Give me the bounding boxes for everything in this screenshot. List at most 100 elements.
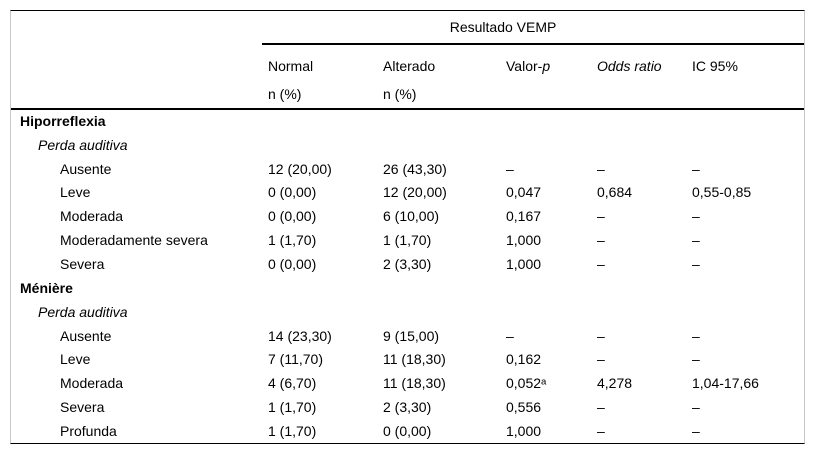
table-cell: 11 (18,30) <box>383 375 446 392</box>
table-cell <box>591 300 686 324</box>
table-cell: – <box>692 160 700 177</box>
vemp-results-table: Resultado VEMP Normal n (%) Alterado n (… <box>11 11 805 443</box>
table-cell: – <box>692 255 700 272</box>
row-label: Leve <box>60 184 91 201</box>
table-cell: 1 (1,70) <box>268 232 317 249</box>
table-row: Hiporreflexia <box>11 109 804 133</box>
table-cell <box>262 300 377 324</box>
table-cell <box>262 133 377 157</box>
table-cell: – <box>597 399 605 416</box>
table-cell: – <box>506 160 514 177</box>
table-cell <box>686 300 804 324</box>
row-label: Hiporreflexia <box>20 113 106 130</box>
group-header-row: Resultado VEMP <box>11 11 805 45</box>
table-cell: 12 (20,00) <box>383 184 447 201</box>
table-cell: 12 (20,00) <box>268 160 332 177</box>
table-cell: 1,000 <box>506 422 542 439</box>
column-header-valor-p: Valor-p <box>500 44 591 110</box>
table-cell: – <box>597 208 605 225</box>
table-cell: 9 (15,00) <box>383 327 440 344</box>
table-cell: 0,047 <box>506 184 542 201</box>
table-cell: – <box>692 351 700 368</box>
table-cell <box>377 276 500 300</box>
group-header-resultado-vemp: Resultado VEMP <box>262 11 805 45</box>
table-cell <box>686 276 804 300</box>
table-cell <box>686 133 804 157</box>
table-cell: 11 (18,30) <box>383 351 446 368</box>
table-cell: 0 (0,00) <box>383 422 432 439</box>
table-cell <box>262 276 377 300</box>
table-cell <box>500 276 591 300</box>
table-cell: 0 (0,00) <box>268 255 317 272</box>
table-cell: 1,04-17,66 <box>692 375 759 392</box>
table-row: Ausente 14 (23,30) 9 (15,00) – – – <box>11 324 804 348</box>
column-header-normal-sub: n (%) <box>268 86 302 102</box>
column-header-odds-ratio: Odds ratio <box>591 44 686 110</box>
table-cell: 2 (3,30) <box>383 255 432 272</box>
table-cell: 7 (11,70) <box>268 351 323 368</box>
row-label: Moderada <box>60 208 124 225</box>
table-row: Ménière <box>11 276 804 300</box>
column-header-normal: Normal n (%) <box>262 44 377 110</box>
table-cell: 1 (1,70) <box>268 399 317 416</box>
table-cell: – <box>692 422 700 439</box>
table-cell: – <box>692 327 700 344</box>
row-label: Profunda <box>60 422 117 439</box>
table-cell: 1 (1,70) <box>268 422 317 439</box>
table-cell: – <box>597 255 605 272</box>
table-body: Hiporreflexia Perda auditiva Ausente 12 (20… <box>11 109 804 443</box>
table-cell: – <box>597 160 605 177</box>
row-label: Leve <box>60 351 91 368</box>
column-header-alterado: Alterado n (%) <box>377 44 500 110</box>
table-cell <box>591 133 686 157</box>
table-cell: 0,162 <box>506 351 542 368</box>
table-row: Perda auditiva <box>11 133 804 157</box>
row-label: Moderadamente severa <box>60 232 208 249</box>
table-cell: – <box>597 232 605 249</box>
table-cell: – <box>692 208 700 225</box>
row-label: Severa <box>60 255 105 272</box>
table-cell: 0 (0,00) <box>268 208 317 225</box>
table-cell: 0,167 <box>506 208 542 225</box>
table-cell: 1,000 <box>506 232 542 249</box>
table-cell: – <box>597 351 605 368</box>
table-row: Moderadamente severa 1 (1,70) 1 (1,70) 1,00… <box>11 228 804 252</box>
table-cell: 0,556 <box>506 399 542 416</box>
table-cell: 0 (0,00) <box>268 184 317 201</box>
table-row: Moderada 0 (0,00) 6 (10,00) 0,167 – – <box>11 204 804 228</box>
table-cell <box>377 133 500 157</box>
table-cell: 0,684 <box>597 184 633 201</box>
table-cell: – <box>506 327 514 344</box>
table-cell: 6 (10,00) <box>383 208 440 225</box>
row-label: Perda auditiva <box>38 136 128 153</box>
row-label: Moderada <box>60 375 124 392</box>
table-cell: 0,55-0,85 <box>692 184 752 201</box>
table-cell: 4,278 <box>597 375 633 392</box>
table-cell: 0,052ᵃ <box>506 375 547 392</box>
table-cell <box>591 276 686 300</box>
row-label: Perda auditiva <box>38 303 128 320</box>
column-header-alterado-sub: n (%) <box>383 86 417 102</box>
table-row: Leve 7 (11,70) 11 (18,30) 0,162 – – <box>11 347 804 371</box>
table-cell: 4 (6,70) <box>268 375 317 392</box>
table-row: Ausente 12 (20,00) 26 (43,30) – – – <box>11 157 804 181</box>
table-cell: 1,000 <box>506 255 542 272</box>
table-cell: – <box>597 327 605 344</box>
column-header-alterado-label: Alterado <box>383 58 436 74</box>
table-row: Severa 0 (0,00) 2 (3,30) 1,000 – – <box>11 252 804 276</box>
table-row: Moderada 4 (6,70) 11 (18,30) 0,052ᵃ 4,278 1,0… <box>11 371 804 395</box>
column-header-valor-prefix: Valor- <box>506 58 543 74</box>
table-cell: 1 (1,70) <box>383 232 432 249</box>
column-header-ic95: IC 95% <box>686 44 805 110</box>
table-row: Profunda 1 (1,70) 0 (0,00) 1,000 – – <box>11 419 804 443</box>
row-label: Ausente <box>60 327 112 344</box>
empty-corner-cell <box>11 11 262 44</box>
table-cell <box>591 109 686 133</box>
column-header-row: Normal n (%) Alterado n (%) Valor-p Odds… <box>11 44 805 110</box>
results-table-frame: Resultado VEMP Normal n (%) Alterado n (… <box>10 10 805 444</box>
row-label: Ménière <box>20 279 73 296</box>
table-row: Leve 0 (0,00) 12 (20,00) 0,047 0,684 0,55-0,8… <box>11 181 804 205</box>
table-cell <box>377 109 500 133</box>
row-label: Ausente <box>60 160 112 177</box>
table-cell: – <box>597 422 605 439</box>
